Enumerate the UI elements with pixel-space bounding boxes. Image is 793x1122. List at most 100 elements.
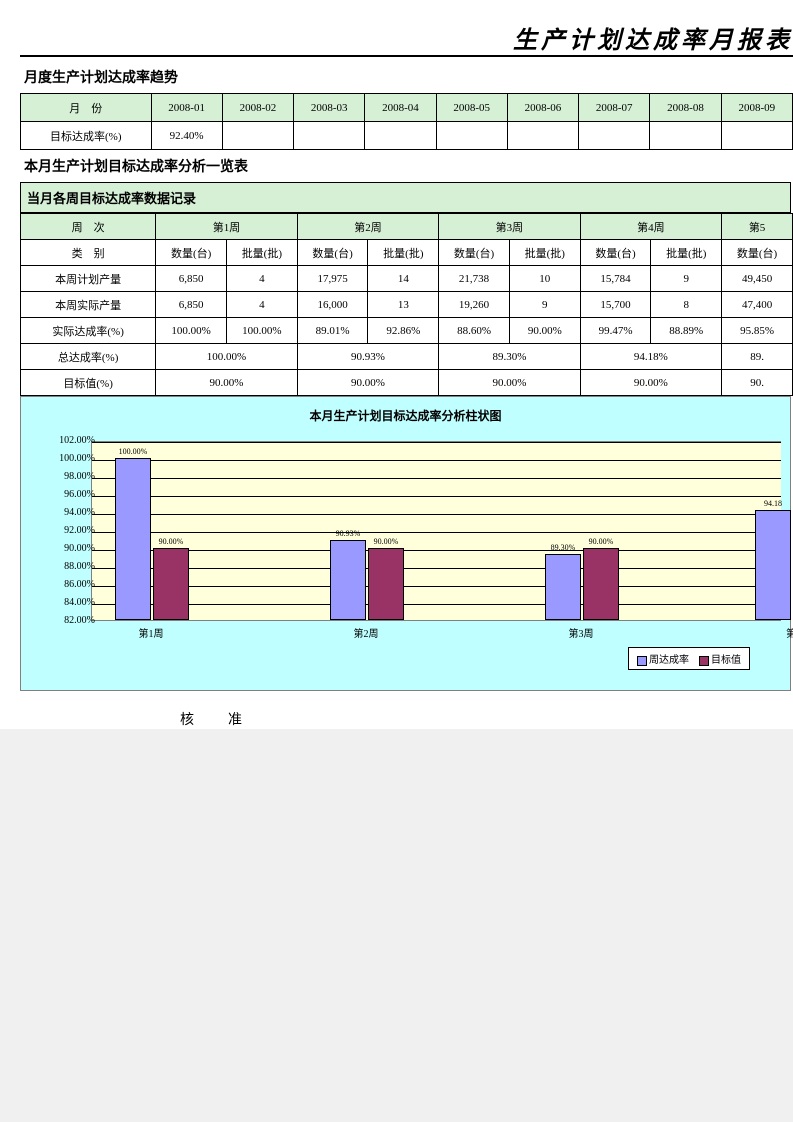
rate-cell: 88.89% bbox=[651, 318, 722, 344]
sub-qty: 数量(台) bbox=[156, 240, 227, 266]
target-rate-cell bbox=[721, 122, 792, 150]
chart-x-tick-label: 第3周 bbox=[551, 625, 611, 640]
target-rate-label: 目标达成率(%) bbox=[21, 122, 152, 150]
plan-cell: 10 bbox=[509, 266, 580, 292]
actual-cell: 16,000 bbox=[297, 292, 368, 318]
chart-y-tick-label: 100.00% bbox=[35, 454, 95, 464]
chart-y-tick-label: 84.00% bbox=[35, 598, 95, 608]
chart-bar-label: 90.00% bbox=[581, 537, 621, 546]
weekly-data-header: 当月各周目标达成率数据记录 bbox=[20, 182, 791, 213]
chart-y-tick-label: 102.00% bbox=[35, 436, 95, 446]
week-col: 第2周 bbox=[297, 214, 438, 240]
section-analysis-label: 本月生产计划目标达成率分析一览表 bbox=[20, 150, 793, 182]
actual-cell: 19,260 bbox=[439, 292, 510, 318]
actual-cell: 13 bbox=[368, 292, 439, 318]
approval-label: 核 准 bbox=[180, 709, 793, 729]
chart-y-tick-label: 98.00% bbox=[35, 472, 95, 482]
rate-cell: 89.01% bbox=[297, 318, 368, 344]
month-col: 2008-07 bbox=[579, 94, 650, 122]
bar-chart: 本月生产计划目标达成率分析柱状图 100.00%90.00%90.93%90.0… bbox=[20, 396, 791, 691]
monthly-trend-table: 月 份 2008-01 2008-02 2008-03 2008-04 2008… bbox=[20, 93, 793, 150]
actual-cell: 15,700 bbox=[580, 292, 651, 318]
chart-bar-label: 90.93% bbox=[328, 529, 368, 538]
plan-cell: 6,850 bbox=[156, 266, 227, 292]
actual-cell: 4 bbox=[226, 292, 297, 318]
month-col: 2008-06 bbox=[507, 94, 578, 122]
plan-cell: 4 bbox=[226, 266, 297, 292]
sub-qty: 数量(台) bbox=[439, 240, 510, 266]
chart-x-tick-label: 第2周 bbox=[336, 625, 396, 640]
total-rate-cell: 90.93% bbox=[297, 344, 438, 370]
sub-batch: 批量(批) bbox=[368, 240, 439, 266]
month-header: 月 份 bbox=[21, 94, 152, 122]
plan-cell: 14 bbox=[368, 266, 439, 292]
target-rate-cell: 92.40% bbox=[151, 122, 222, 150]
rate-cell: 92.86% bbox=[368, 318, 439, 344]
sub-batch: 批量(批) bbox=[651, 240, 722, 266]
chart-bar bbox=[115, 458, 151, 620]
plan-cell: 17,975 bbox=[297, 266, 368, 292]
plan-cell: 49,450 bbox=[722, 266, 793, 292]
rate-cell: 99.47% bbox=[580, 318, 651, 344]
week-col: 第3周 bbox=[439, 214, 580, 240]
target-rate-cell bbox=[436, 122, 507, 150]
month-col: 2008-09 bbox=[721, 94, 792, 122]
plan-label: 本周计划产量 bbox=[21, 266, 156, 292]
section-trend-label: 月度生产计划达成率趋势 bbox=[20, 61, 793, 93]
target-value-cell: 90.00% bbox=[580, 370, 721, 396]
actual-cell: 8 bbox=[651, 292, 722, 318]
chart-y-tick-label: 92.00% bbox=[35, 526, 95, 536]
sub-qty: 数量(台) bbox=[297, 240, 368, 266]
chart-bar bbox=[153, 548, 189, 620]
rate-cell: 100.00% bbox=[156, 318, 227, 344]
chart-bar-label: 90.00% bbox=[151, 537, 191, 546]
chart-bar-label: 100.00% bbox=[113, 447, 153, 456]
month-col: 2008-05 bbox=[436, 94, 507, 122]
total-rate-cell: 89. bbox=[722, 344, 793, 370]
chart-y-tick-label: 86.00% bbox=[35, 580, 95, 590]
actual-label: 本周实际产量 bbox=[21, 292, 156, 318]
month-col: 2008-04 bbox=[365, 94, 436, 122]
page-title: 生产计划达成率月报表 bbox=[20, 20, 793, 57]
chart-y-tick-label: 88.00% bbox=[35, 562, 95, 572]
month-col: 2008-01 bbox=[151, 94, 222, 122]
target-value-cell: 90.00% bbox=[156, 370, 297, 396]
target-rate-cell bbox=[579, 122, 650, 150]
chart-x-tick-label: 第1周 bbox=[121, 625, 181, 640]
target-rate-cell bbox=[365, 122, 436, 150]
month-col: 2008-02 bbox=[222, 94, 293, 122]
chart-bar-label: 94.18 bbox=[753, 499, 793, 508]
report-page: 生产计划达成率月报表 月度生产计划达成率趋势 月 份 2008-01 2008-… bbox=[0, 0, 793, 729]
rate-cell: 90.00% bbox=[509, 318, 580, 344]
target-value-label: 目标值(%) bbox=[21, 370, 156, 396]
week-header: 周 次 bbox=[21, 214, 156, 240]
sub-qty: 数量(台) bbox=[722, 240, 793, 266]
sub-batch: 批量(批) bbox=[509, 240, 580, 266]
actual-cell: 47,400 bbox=[722, 292, 793, 318]
category-label: 类 别 bbox=[21, 240, 156, 266]
chart-x-tick-label: 第 bbox=[761, 625, 793, 640]
chart-plot-area: 100.00%90.00%90.93%90.00%89.30%90.00%94.… bbox=[91, 441, 781, 621]
plan-cell: 9 bbox=[651, 266, 722, 292]
total-rate-cell: 89.30% bbox=[439, 344, 580, 370]
target-rate-cell bbox=[222, 122, 293, 150]
plan-cell: 21,738 bbox=[439, 266, 510, 292]
month-col: 2008-03 bbox=[294, 94, 365, 122]
sub-batch: 批量(批) bbox=[226, 240, 297, 266]
chart-y-tick-label: 82.00% bbox=[35, 616, 95, 626]
week-col: 第5 bbox=[722, 214, 793, 240]
chart-bar-label: 90.00% bbox=[366, 537, 406, 546]
legend-label-series2: 目标值 bbox=[711, 655, 741, 666]
legend-swatch-series2 bbox=[699, 656, 709, 666]
chart-y-tick-label: 96.00% bbox=[35, 490, 95, 500]
week-col: 第4周 bbox=[580, 214, 721, 240]
chart-bar bbox=[755, 510, 791, 620]
chart-bar bbox=[330, 540, 366, 620]
target-rate-cell bbox=[294, 122, 365, 150]
target-rate-cell bbox=[650, 122, 721, 150]
chart-bar-label: 89.30% bbox=[543, 543, 583, 552]
legend-swatch-series1 bbox=[637, 656, 647, 666]
sub-qty: 数量(台) bbox=[580, 240, 651, 266]
target-rate-cell bbox=[507, 122, 578, 150]
chart-title: 本月生产计划目标达成率分析柱状图 bbox=[21, 407, 790, 424]
